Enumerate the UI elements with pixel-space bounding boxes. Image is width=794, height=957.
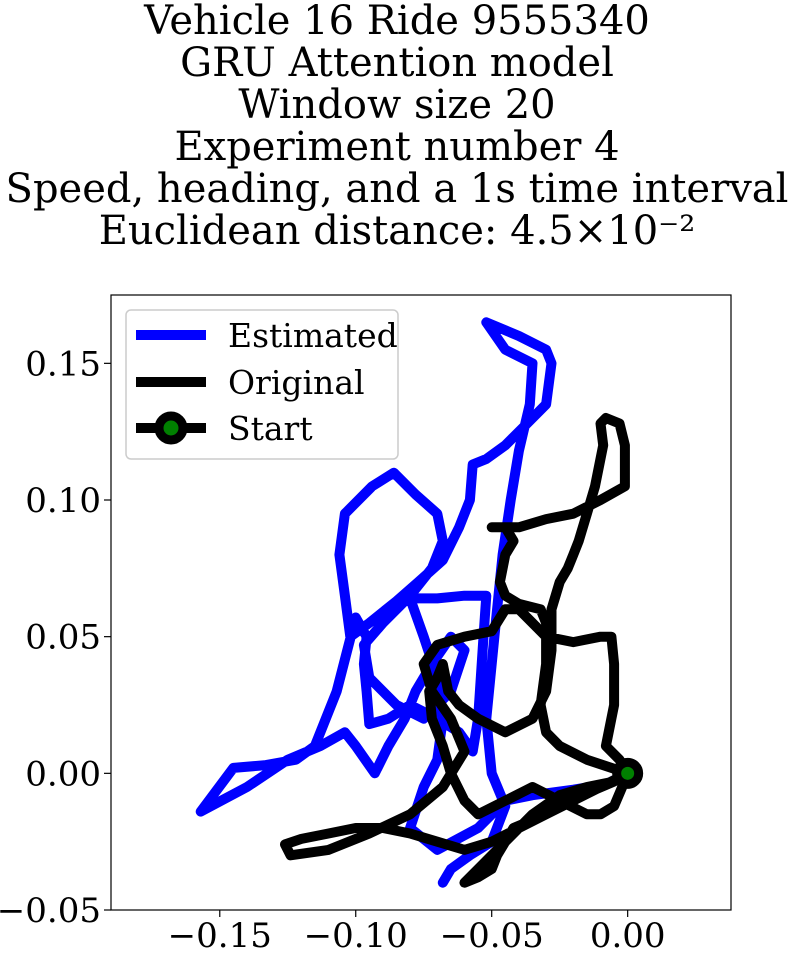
title-line-5: Speed, heading, and a 1s time interval xyxy=(5,166,789,212)
title-line-2: GRU Attention model xyxy=(180,40,614,86)
legend-label-original: Original xyxy=(228,363,365,402)
title-line-4: Experiment number 4 xyxy=(174,124,620,170)
start-marker xyxy=(612,757,644,789)
x-tick-label: −0.05 xyxy=(440,916,544,956)
title-line-1: Vehicle 16 Ride 9555340 xyxy=(144,0,650,44)
legend-marker-start xyxy=(154,411,188,445)
series-line-original xyxy=(280,413,633,888)
legend-label-start: Start xyxy=(228,409,313,448)
y-tick-label: 0.10 xyxy=(25,481,101,521)
plot-frame xyxy=(110,294,732,911)
x-tick-label: 0.00 xyxy=(590,916,666,956)
legend: Estimated Original Start xyxy=(125,309,399,460)
title-line-3: Window size 20 xyxy=(238,82,556,128)
legend-label-estimated: Estimated xyxy=(228,316,398,355)
x-tick-label: −0.10 xyxy=(304,916,408,956)
y-tick-label: 0.00 xyxy=(25,754,101,794)
chart-title: Vehicle 16 Ride 9555340 GRU Attention mo… xyxy=(0,0,794,252)
y-tick-label: 0.05 xyxy=(25,618,101,658)
title-line-6: Euclidean distance: 4.5×10⁻² xyxy=(98,208,696,254)
series-layer xyxy=(195,317,644,888)
x-tick-label: −0.15 xyxy=(168,916,272,956)
y-tick-label: 0.15 xyxy=(25,344,101,384)
legend-box xyxy=(125,309,399,460)
y-tick-label: −0.05 xyxy=(0,891,101,931)
axes-layer: −0.15 −0.10 −0.05 0.00 −0.05 0.00 0.05 0.10 0.15 xyxy=(0,344,666,956)
